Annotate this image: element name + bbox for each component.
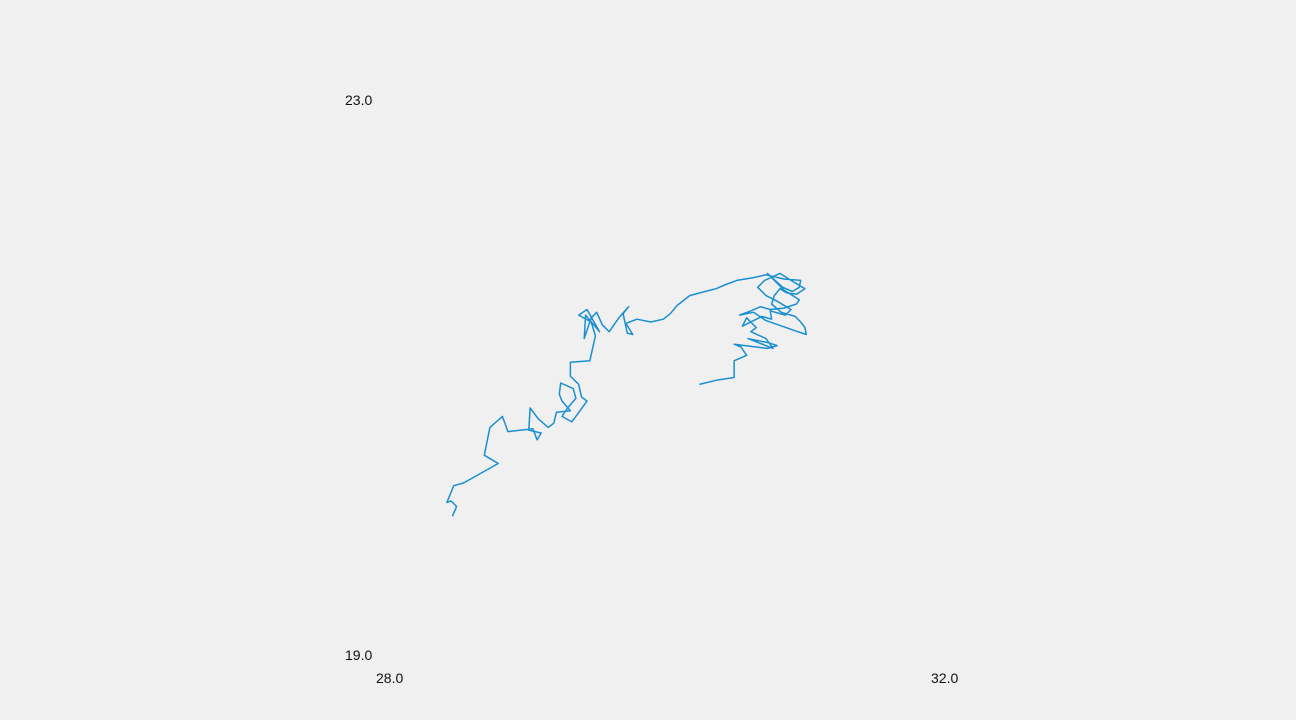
y-tick-label-top: 23.0	[345, 92, 372, 108]
series-layer	[446, 272, 808, 517]
series-line-0	[446, 272, 808, 517]
y-tick-label-bottom: 19.0	[345, 647, 372, 663]
x-tick-label-right: 32.0	[931, 670, 958, 686]
x-tick-label-left: 28.0	[376, 670, 403, 686]
